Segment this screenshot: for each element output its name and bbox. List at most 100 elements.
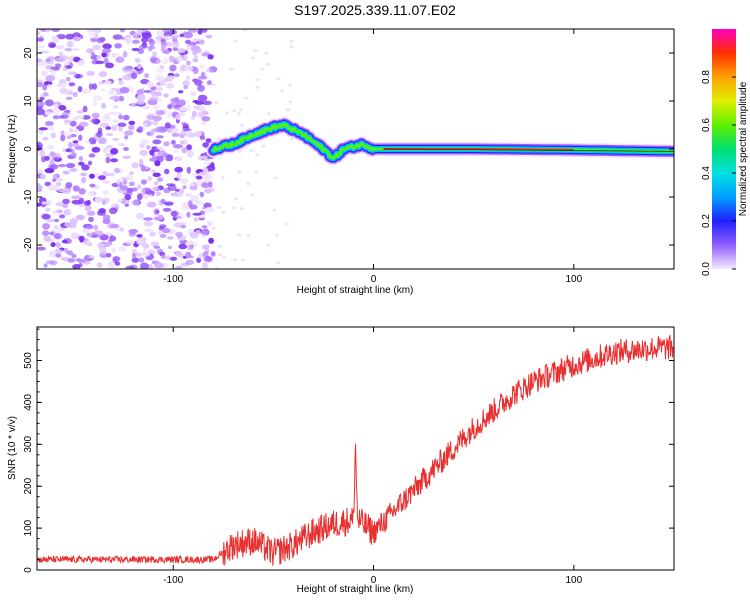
noise-blob <box>164 168 170 175</box>
noise-blob <box>255 85 260 89</box>
noise-blob <box>111 52 121 56</box>
noise-blob <box>83 200 91 206</box>
noise-blob <box>239 207 244 211</box>
noise-blob <box>105 133 114 136</box>
noise-blob <box>96 54 101 61</box>
noise-blob <box>47 84 52 89</box>
noise-blob <box>39 96 45 101</box>
noise-blob <box>144 228 154 233</box>
noise-blob <box>199 191 205 198</box>
noise-blob <box>232 206 237 210</box>
noise-blob <box>176 48 186 54</box>
noise-blob <box>143 105 151 110</box>
noise-blob <box>146 81 154 88</box>
noise-blob <box>193 55 199 60</box>
noise-blob <box>192 38 201 42</box>
noise-blob <box>208 237 215 244</box>
noise-blob <box>153 104 159 111</box>
noise-blob <box>54 103 59 110</box>
noise-blob <box>102 147 109 154</box>
noise-blob <box>137 126 144 133</box>
noise-blob <box>48 43 56 48</box>
noise-blob <box>192 67 199 75</box>
noise-blob <box>126 187 134 193</box>
heatmap-xtick-label: -100 <box>163 274 183 285</box>
noise-blob <box>104 80 112 85</box>
noise-blob <box>202 262 208 269</box>
noise-blob <box>131 248 138 254</box>
noise-blob <box>240 258 245 262</box>
noise-blob <box>202 251 209 258</box>
noise-blob <box>51 29 61 32</box>
noise-blob <box>58 105 67 111</box>
noise-blob <box>172 144 183 149</box>
noise-blob <box>131 199 140 206</box>
noise-blob <box>285 222 290 226</box>
noise-blob <box>40 50 49 54</box>
noise-blob <box>162 207 172 212</box>
noise-blob <box>187 29 198 33</box>
noise-blob <box>82 228 90 233</box>
noise-blob <box>85 70 95 77</box>
noise-blob <box>164 255 172 260</box>
noise-blob <box>157 177 164 182</box>
noise-blob <box>81 164 90 171</box>
noise-blob <box>146 145 151 150</box>
noise-blob <box>81 176 87 184</box>
noise-blob <box>220 176 225 180</box>
snr-ytick-label: 500 <box>23 352 34 369</box>
noise-blob <box>105 126 112 130</box>
noise-blob <box>102 116 112 122</box>
noise-blob <box>123 65 132 71</box>
noise-blob <box>144 190 155 195</box>
noise-blob <box>140 165 146 172</box>
noise-blob <box>201 225 208 229</box>
noise-blob <box>272 208 277 212</box>
noise-blob <box>64 222 71 228</box>
noise-blob <box>123 114 130 121</box>
noise-blob <box>82 105 88 113</box>
noise-blob <box>172 41 180 49</box>
noise-blob <box>273 176 278 180</box>
noise-blob <box>197 214 207 219</box>
noise-blob <box>175 252 181 257</box>
noise-blob <box>189 185 198 191</box>
noise-blob <box>274 233 279 237</box>
noise-blob <box>184 193 192 197</box>
noise-blob <box>253 49 258 53</box>
noise-blob <box>69 218 78 225</box>
noise-blob <box>50 151 56 157</box>
noise-blob <box>71 195 81 200</box>
noise-blob <box>152 148 160 152</box>
noise-blob <box>141 32 152 39</box>
noise-blob <box>136 89 143 96</box>
noise-blob <box>59 214 66 219</box>
noise-blob <box>233 39 238 43</box>
noise-blob <box>55 202 65 207</box>
noise-blob <box>185 251 192 258</box>
noise-blob <box>164 35 172 40</box>
noise-blob <box>60 134 66 142</box>
noise-blob <box>288 83 292 87</box>
noise-blob <box>71 47 81 52</box>
noise-blob <box>176 172 182 180</box>
noise-blob <box>88 33 97 39</box>
noise-blob <box>73 36 81 42</box>
noise-blob <box>154 160 161 167</box>
noise-blob <box>80 172 87 177</box>
noise-blob <box>190 195 199 202</box>
noise-blob <box>246 182 251 186</box>
noise-blob <box>68 82 76 87</box>
snr-ytick-label: 400 <box>23 394 34 411</box>
noise-blob <box>164 122 171 129</box>
noise-blob <box>246 234 251 237</box>
noise-blob <box>149 231 157 237</box>
snr-ytick-label: 100 <box>23 519 34 536</box>
noise-blob <box>86 29 97 33</box>
noise-blob <box>54 248 63 254</box>
colorbar-tick-label: 0.0 <box>701 262 712 276</box>
noise-blob <box>93 224 98 231</box>
noise-blob <box>179 178 189 184</box>
noise-blob <box>188 183 195 187</box>
noise-blob <box>44 168 55 174</box>
